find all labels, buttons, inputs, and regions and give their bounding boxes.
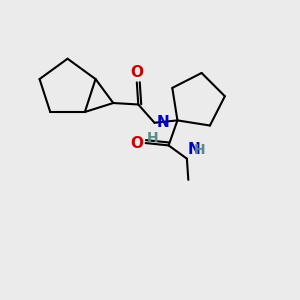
Text: H: H (146, 131, 158, 145)
Text: H: H (194, 142, 205, 157)
Text: N: N (188, 142, 200, 157)
Text: N: N (157, 115, 169, 130)
Text: O: O (130, 136, 143, 151)
Text: O: O (130, 65, 143, 80)
